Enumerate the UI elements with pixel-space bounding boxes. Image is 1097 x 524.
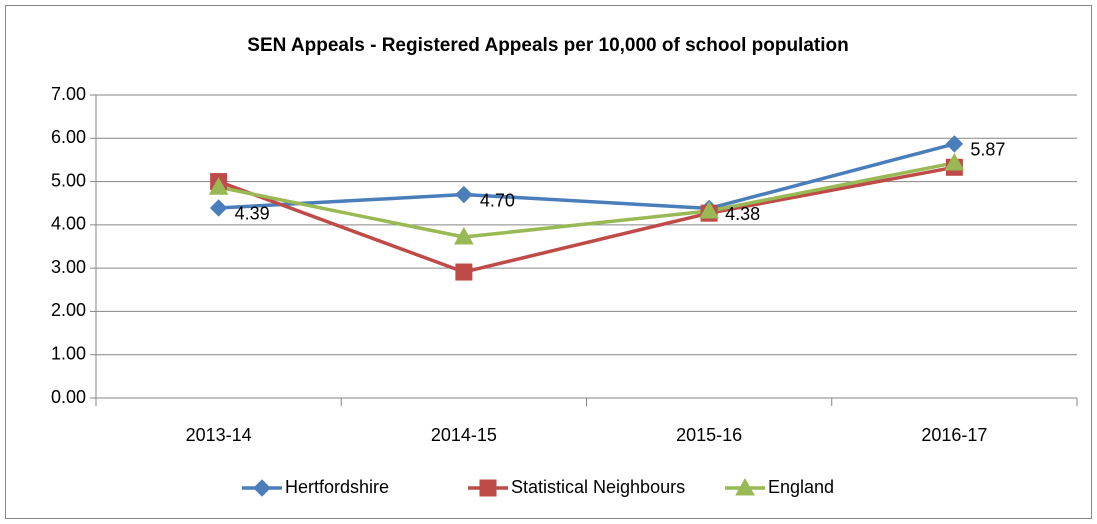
y-tick-label: 3.00 <box>51 257 86 277</box>
legend-label: Statistical Neighbours <box>511 477 685 497</box>
y-tick-label: 4.00 <box>51 214 86 234</box>
data-point <box>454 226 474 245</box>
series-line <box>218 161 955 239</box>
x-tick-label: 2015-16 <box>676 425 742 445</box>
y-tick-label: 1.00 <box>51 343 86 363</box>
y-tick-label: 2.00 <box>51 300 86 320</box>
y-tick-label: 6.00 <box>51 127 86 147</box>
data-point <box>455 185 473 204</box>
series-line <box>218 165 955 274</box>
data-point <box>944 152 965 171</box>
y-tick-label: 0.00 <box>51 387 86 407</box>
data-label: 4.39 <box>235 204 270 224</box>
legend-label: England <box>768 477 834 497</box>
y-tick-label: 5.00 <box>51 170 86 190</box>
chart-title: SEN Appeals - Registered Appeals per 10,… <box>247 35 848 56</box>
x-tick-label: 2013-14 <box>186 425 252 445</box>
data-label: 4.38 <box>725 204 760 224</box>
y-tick-label: 7.00 <box>51 84 86 104</box>
data-label: 5.87 <box>970 140 1005 160</box>
legend-marker <box>479 479 497 497</box>
series-line <box>218 142 955 211</box>
data-point <box>209 199 228 217</box>
data-label: 4.70 <box>480 190 515 210</box>
data-point <box>208 177 229 195</box>
chart-border <box>5 5 1092 519</box>
legend-marker <box>735 477 755 496</box>
data-point <box>945 135 964 153</box>
x-tick-label: 2016-17 <box>921 425 987 445</box>
legend-marker <box>253 479 271 497</box>
legend-label: Hertfordshire <box>285 477 389 497</box>
data-point <box>699 200 719 219</box>
x-tick-label: 2014-15 <box>431 425 497 445</box>
data-point <box>455 263 473 281</box>
